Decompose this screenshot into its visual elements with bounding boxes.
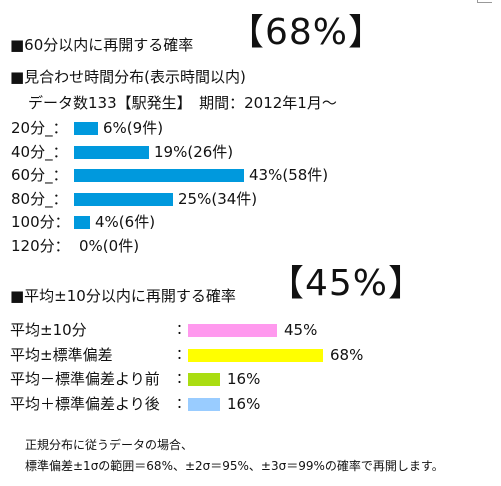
dist-value-label: 4%(6件): [95, 213, 156, 231]
dist-value-label: 25%(34件): [178, 189, 258, 208]
dist-value-label: 43%(58件): [249, 166, 329, 184]
section2-subtitle: データ数133【駅発生】 期間：2012年1月～: [28, 94, 337, 112]
dist-category-label: 100分：: [11, 213, 70, 231]
dist-category-label: 40分_：: [11, 142, 68, 161]
dist-category-label: 120分：: [11, 236, 70, 255]
section1-big-value: 【68%】: [228, 12, 386, 53]
sd-value-label: 68%: [330, 345, 364, 364]
dist-bar: [74, 122, 98, 135]
sd-category-label: 平均＋標準偏差より後: [10, 394, 160, 413]
sd-value-label: 45%: [284, 321, 318, 339]
footnote-line1: 正規分布に従うデータの場合、: [25, 438, 194, 452]
dist-bar: [74, 216, 90, 229]
sd-category-label: 平均－標準偏差より前: [10, 370, 160, 388]
sd-bar: [188, 324, 277, 337]
sd-category-label: 平均±10分: [10, 321, 87, 339]
dist-bar: [74, 192, 173, 206]
sd-colon: ：: [176, 346, 190, 363]
corner-mark: [477, 0, 492, 3]
sd-colon: ：: [176, 371, 190, 387]
sd-value-label: 16%: [227, 370, 261, 388]
sd-bar: [188, 348, 323, 362]
sd-bar: [188, 373, 220, 386]
dist-category-label: 20分_：: [11, 119, 68, 137]
dist-value-label: 6%(9件): [103, 119, 164, 137]
sd-colon: ：: [176, 322, 190, 338]
dist-category-label: 60分_：: [11, 166, 68, 184]
dist-value-label: 19%(26件): [154, 142, 234, 161]
footnote-line2: 標準偏差±1σの範囲＝68%、±2σ＝95%、±3σ＝99%の確率で再開します。: [25, 459, 444, 473]
sd-value-label: 16%: [227, 394, 261, 413]
dist-bar: [74, 145, 149, 159]
sd-category-label: 平均±標準偏差: [10, 345, 113, 364]
section1-label: ■60分以内に再開する確率: [10, 36, 194, 54]
sd-colon: ：: [176, 395, 190, 412]
dist-bar: [74, 169, 244, 182]
sd-bar: [188, 397, 220, 411]
section2-title: ■見合わせ時間分布(表示時間以内): [10, 68, 246, 86]
dist-value-label: 0%(0件): [79, 236, 140, 255]
dist-category-label: 80分_：: [11, 189, 68, 208]
section3-big-value: 【45%】: [268, 263, 426, 304]
section3-label: ■平均±10分以内に再開する確率: [10, 287, 236, 305]
